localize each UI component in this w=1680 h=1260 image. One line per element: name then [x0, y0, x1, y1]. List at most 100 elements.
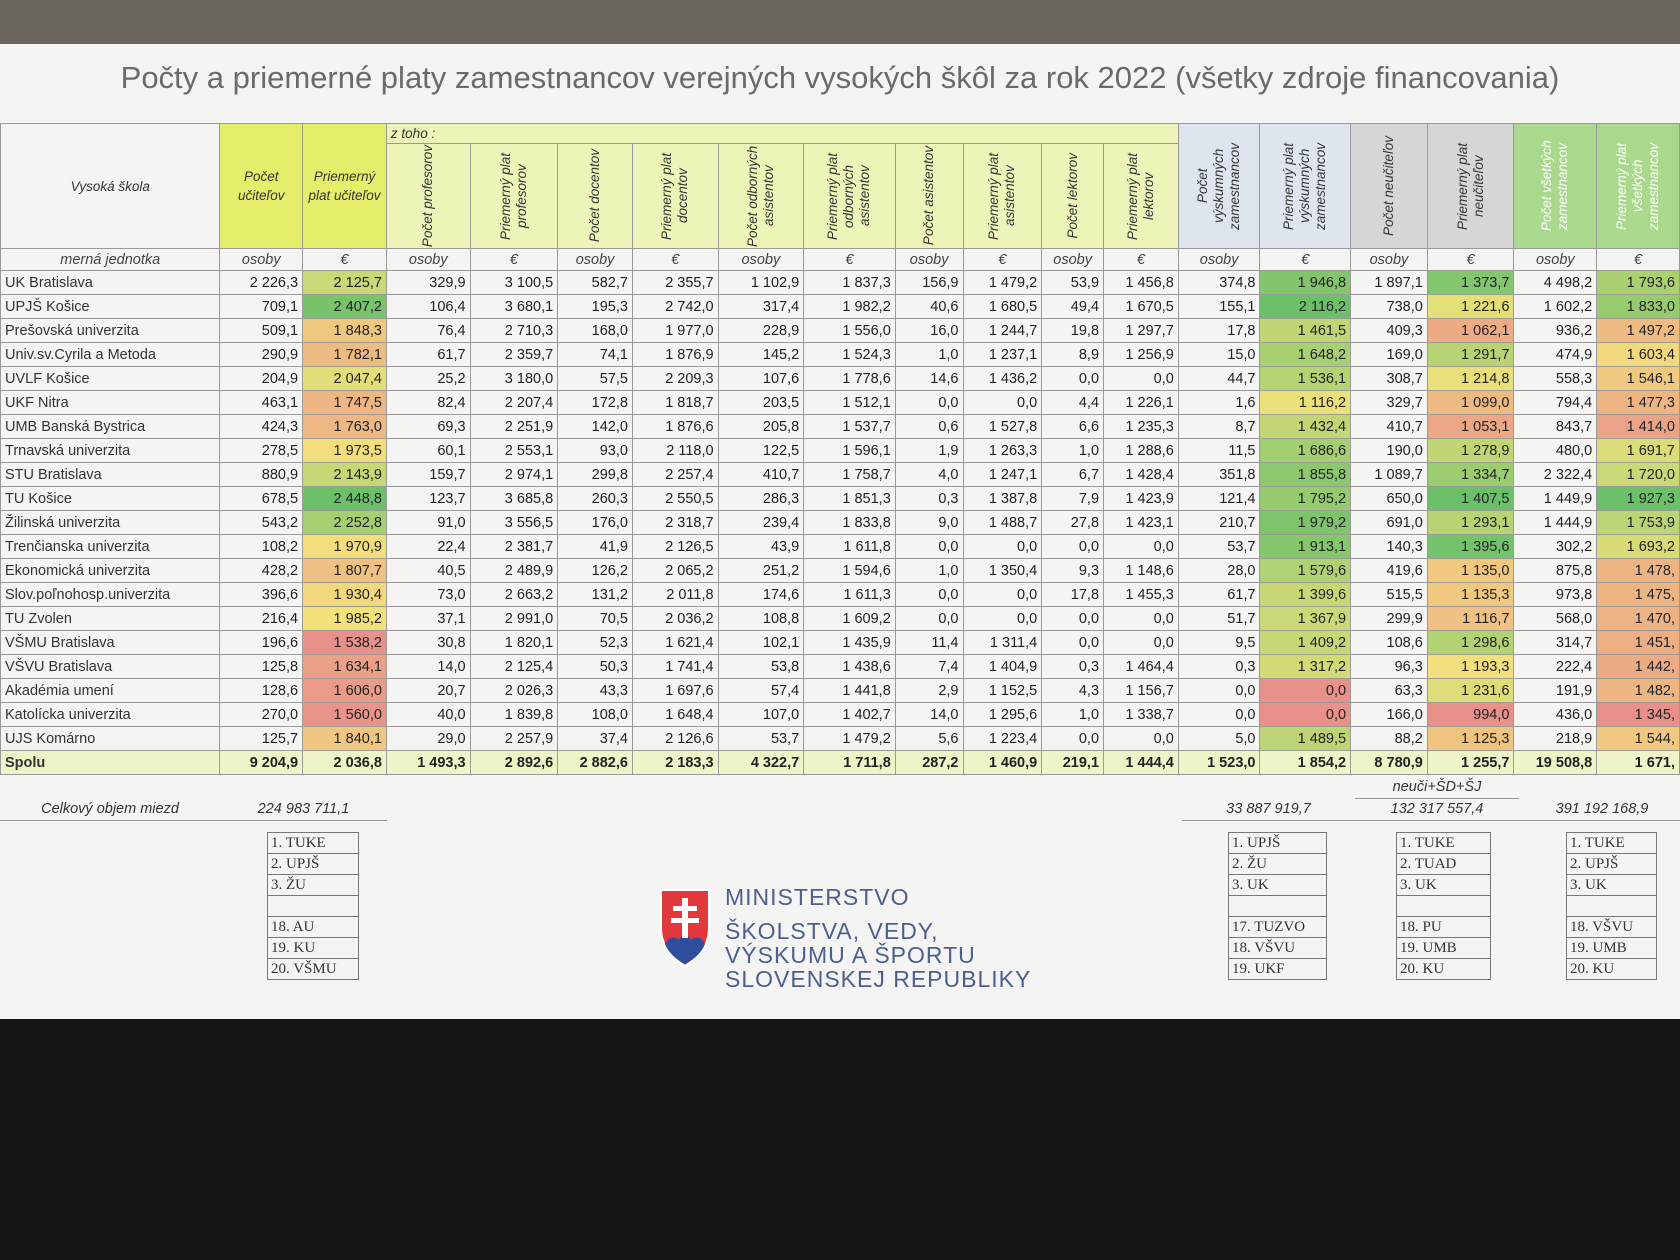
- cell: 1 833,0: [1596, 294, 1680, 319]
- row-name: UVLF Košice: [0, 366, 221, 391]
- row-name: Prešovská univerzita: [0, 318, 221, 343]
- unit: osoby: [1350, 248, 1428, 271]
- cell: 131,2: [557, 582, 633, 607]
- header-text: Počet odborných asistentov: [744, 145, 776, 247]
- cell: 1 854,2: [1259, 750, 1352, 775]
- row-name: Žilinská univerzita: [0, 510, 221, 535]
- cell: 8 780,9: [1350, 750, 1428, 775]
- cell: 329,7: [1350, 390, 1428, 415]
- unit: osoby: [1041, 248, 1105, 271]
- cell: 28,0: [1177, 558, 1261, 583]
- cell: 0,0: [1041, 630, 1105, 655]
- cell: 125,8: [219, 654, 304, 679]
- cell: 1 402,7: [803, 702, 896, 727]
- data-row: UJS Komárno 125,7 1 840,1 29,0 2 257,9 37,4 2 …: [0, 726, 1680, 751]
- unit: €: [469, 248, 559, 271]
- cell: 2 116,2: [1259, 294, 1352, 319]
- wages-value: 224 983 711,1: [220, 799, 387, 821]
- ranking-item: 3. UK: [1396, 874, 1491, 896]
- cell: 1 763,0: [302, 414, 387, 439]
- cell: 107,6: [717, 366, 805, 391]
- cell: 509,1: [219, 318, 304, 343]
- cell: 4 498,2: [1513, 270, 1598, 295]
- cell: 290,9: [219, 342, 304, 367]
- cell: 2 257,9: [469, 726, 559, 751]
- cell: 2 381,7: [469, 534, 559, 559]
- cell: 2 047,4: [302, 366, 387, 391]
- row-name: Univ.sv.Cyrila a Metoda: [0, 342, 221, 367]
- cell: 1 255,7: [1426, 750, 1515, 775]
- cell: 299,9: [1350, 606, 1428, 631]
- cell: 410,7: [717, 462, 805, 487]
- cell: 6,6: [1041, 414, 1105, 439]
- cell: 1 973,5: [302, 438, 387, 463]
- cell: 1 214,8: [1426, 366, 1515, 391]
- header-text: Počet učiteľov: [237, 169, 285, 203]
- cell: 1 985,2: [302, 606, 387, 631]
- ranking-item: 20. KU: [1566, 958, 1657, 980]
- cell: 61,7: [1177, 582, 1261, 607]
- cell: 1 556,0: [803, 318, 896, 343]
- row-name: Slov.poľnohosp.univerzita: [0, 582, 221, 607]
- cell: 122,5: [717, 438, 805, 463]
- unit: €: [1596, 248, 1680, 271]
- cell: 1 148,6: [1103, 558, 1179, 583]
- cell: 53,7: [1177, 534, 1261, 559]
- cell: 0,0: [1259, 678, 1352, 703]
- unit: osoby: [385, 248, 471, 271]
- cell: 1 367,9: [1259, 606, 1352, 631]
- cell: 2 882,6: [557, 750, 633, 775]
- cell: 650,0: [1350, 486, 1428, 511]
- cell: 1 223,4: [962, 726, 1043, 751]
- cell: 515,5: [1350, 582, 1428, 607]
- ranking-item: 19. UKF: [1228, 958, 1327, 980]
- cell: 1 334,7: [1426, 462, 1515, 487]
- cell: 93,0: [557, 438, 633, 463]
- cell: 1 693,2: [1596, 534, 1680, 559]
- cell: 108,0: [557, 702, 633, 727]
- cell: 3 680,1: [469, 294, 559, 319]
- ranking-item: 20. VŠMU: [267, 958, 359, 980]
- header-text: Počet neučiteľov: [1380, 136, 1396, 236]
- cell: 1 478,: [1596, 558, 1680, 583]
- cell: 794,4: [1513, 390, 1598, 415]
- cell: 9,3: [1041, 558, 1105, 583]
- cell: 37,1: [385, 606, 471, 631]
- cell: 314,7: [1513, 630, 1598, 655]
- cell: 1 053,1: [1426, 414, 1515, 439]
- row-name: Trenčianska univerzita: [0, 534, 221, 559]
- cell: 1 256,9: [1103, 342, 1179, 367]
- ranking-gap: [1228, 895, 1327, 917]
- cell: 1 524,3: [803, 342, 896, 367]
- cell: 1 244,7: [962, 318, 1043, 343]
- header-cell: Priemerný plat docentov: [631, 143, 719, 249]
- cell: 2 036,2: [631, 606, 719, 631]
- cell: 172,8: [557, 390, 633, 415]
- coat-of-arms: [660, 889, 710, 968]
- cell: 1 432,4: [1259, 414, 1352, 439]
- cell: 0,0: [1103, 606, 1179, 631]
- cell: 1 930,4: [302, 582, 387, 607]
- header-text: Priemerný plat docentov: [659, 152, 691, 240]
- cell: 1 493,3: [385, 750, 471, 775]
- data-row: UVLF Košice 204,9 2 047,4 25,2 3 180,0 57,5 2 …: [0, 366, 1680, 391]
- ranking-item: 2. ŽU: [1228, 853, 1327, 875]
- cell: 1 546,1: [1596, 366, 1680, 391]
- cell: 691,0: [1350, 510, 1428, 535]
- cell: 270,0: [219, 702, 304, 727]
- cell: 17,8: [1041, 582, 1105, 607]
- cell: 1 497,2: [1596, 318, 1680, 343]
- cell: 0,6: [894, 414, 964, 439]
- cell: 88,2: [1350, 726, 1428, 751]
- data-row: TU Zvolen 216,4 1 985,2 37,1 2 991,0 70,5 2 03…: [0, 606, 1680, 631]
- cell: 1 263,3: [962, 438, 1043, 463]
- cell: 1 102,9: [717, 270, 805, 295]
- cell: 880,9: [219, 462, 304, 487]
- cell: 76,4: [385, 318, 471, 343]
- ranking-item: 19. UMB: [1396, 937, 1491, 959]
- cell: 2 742,0: [631, 294, 719, 319]
- cell: 11,5: [1177, 438, 1261, 463]
- unit: osoby: [219, 248, 304, 271]
- cell: 121,4: [1177, 486, 1261, 511]
- cell: 69,3: [385, 414, 471, 439]
